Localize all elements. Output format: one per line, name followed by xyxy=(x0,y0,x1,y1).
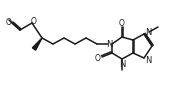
Text: N: N xyxy=(119,59,125,68)
Text: O: O xyxy=(6,18,11,27)
Polygon shape xyxy=(32,38,42,50)
Text: O: O xyxy=(95,54,101,62)
Text: N: N xyxy=(145,56,151,64)
Text: O: O xyxy=(31,17,37,26)
Text: N: N xyxy=(145,28,151,37)
Text: O: O xyxy=(119,19,125,28)
Text: N: N xyxy=(106,40,112,49)
